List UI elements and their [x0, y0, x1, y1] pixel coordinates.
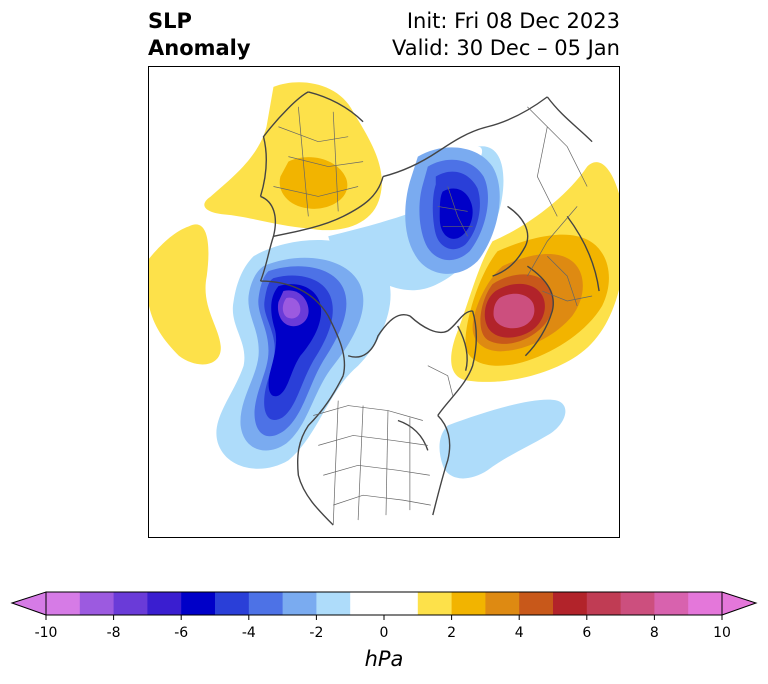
colorbar-segment [181, 592, 216, 615]
colorbar-extend-right [721, 591, 758, 616]
negative-anomaly-pacific-peak [282, 297, 301, 319]
colorbar-segments [46, 592, 723, 615]
colorbar-segment [451, 592, 486, 615]
colorbar-segment [688, 592, 723, 615]
colorbar-segment [384, 592, 419, 615]
colorbar-segment [620, 592, 655, 615]
colorbar-tick-label: 6 [582, 625, 592, 641]
colorbar-segment [79, 592, 115, 615]
colorbar-segment [147, 592, 182, 615]
colorbar-segment [215, 592, 250, 615]
colorbar-segment [586, 592, 622, 615]
colorbar-tick-label: -2 [309, 625, 324, 641]
colorbar-ticks [45, 615, 723, 620]
colorbar-segment [654, 592, 689, 615]
colorbar-segment [519, 592, 554, 615]
colorbar-segment [248, 592, 284, 615]
map-panel [148, 66, 620, 538]
title-variable-line2: Anomaly [148, 36, 251, 60]
colorbar-tick-label: -10 [34, 625, 58, 641]
anomaly-map [149, 82, 619, 526]
colorbar [10, 591, 758, 620]
colorbar-tick-label: 10 [713, 625, 731, 641]
plot-title-dates: Init: Fri 08 Dec 2023 Valid: 30 Dec – 05… [392, 8, 620, 62]
colorbar-extend-left [10, 591, 47, 616]
plot-title-variable: SLP Anomaly [148, 8, 251, 62]
colorbar-unit-label: hPa [364, 647, 404, 671]
positive-anomaly-atlantic-core [493, 293, 535, 329]
colorbar-segment [316, 592, 351, 615]
colorbar-segment [417, 592, 453, 615]
colorbar-segment [350, 592, 385, 615]
valid-date-label: Valid: 30 Dec – 05 Jan [391, 36, 620, 60]
colorbar-segment [113, 592, 148, 615]
colorbar-tick-label: -4 [241, 625, 256, 641]
colorbar-segment [282, 592, 317, 615]
colorbar-segment [553, 592, 588, 615]
colorbar-segment [485, 592, 520, 615]
colorbar-tick-label: 8 [649, 625, 659, 641]
positive-anomaly-siberia-core [279, 157, 348, 209]
colorbar-tick-label: 2 [447, 625, 457, 641]
colorbar-tick-label: -8 [106, 625, 121, 641]
coastlines [259, 91, 600, 526]
positive-anomaly-pacific [149, 224, 221, 365]
colorbar-tick-label: 4 [514, 625, 524, 641]
colorbar-tick-label: 0 [379, 625, 389, 641]
init-date-label: Init: Fri 08 Dec 2023 [406, 9, 620, 33]
negative-anomaly-n-atlantic [439, 399, 566, 479]
colorbar-segment [46, 592, 81, 615]
political-boundaries [273, 106, 593, 526]
title-variable-line1: SLP [148, 9, 192, 33]
colorbar-tick-label: -6 [174, 625, 189, 641]
